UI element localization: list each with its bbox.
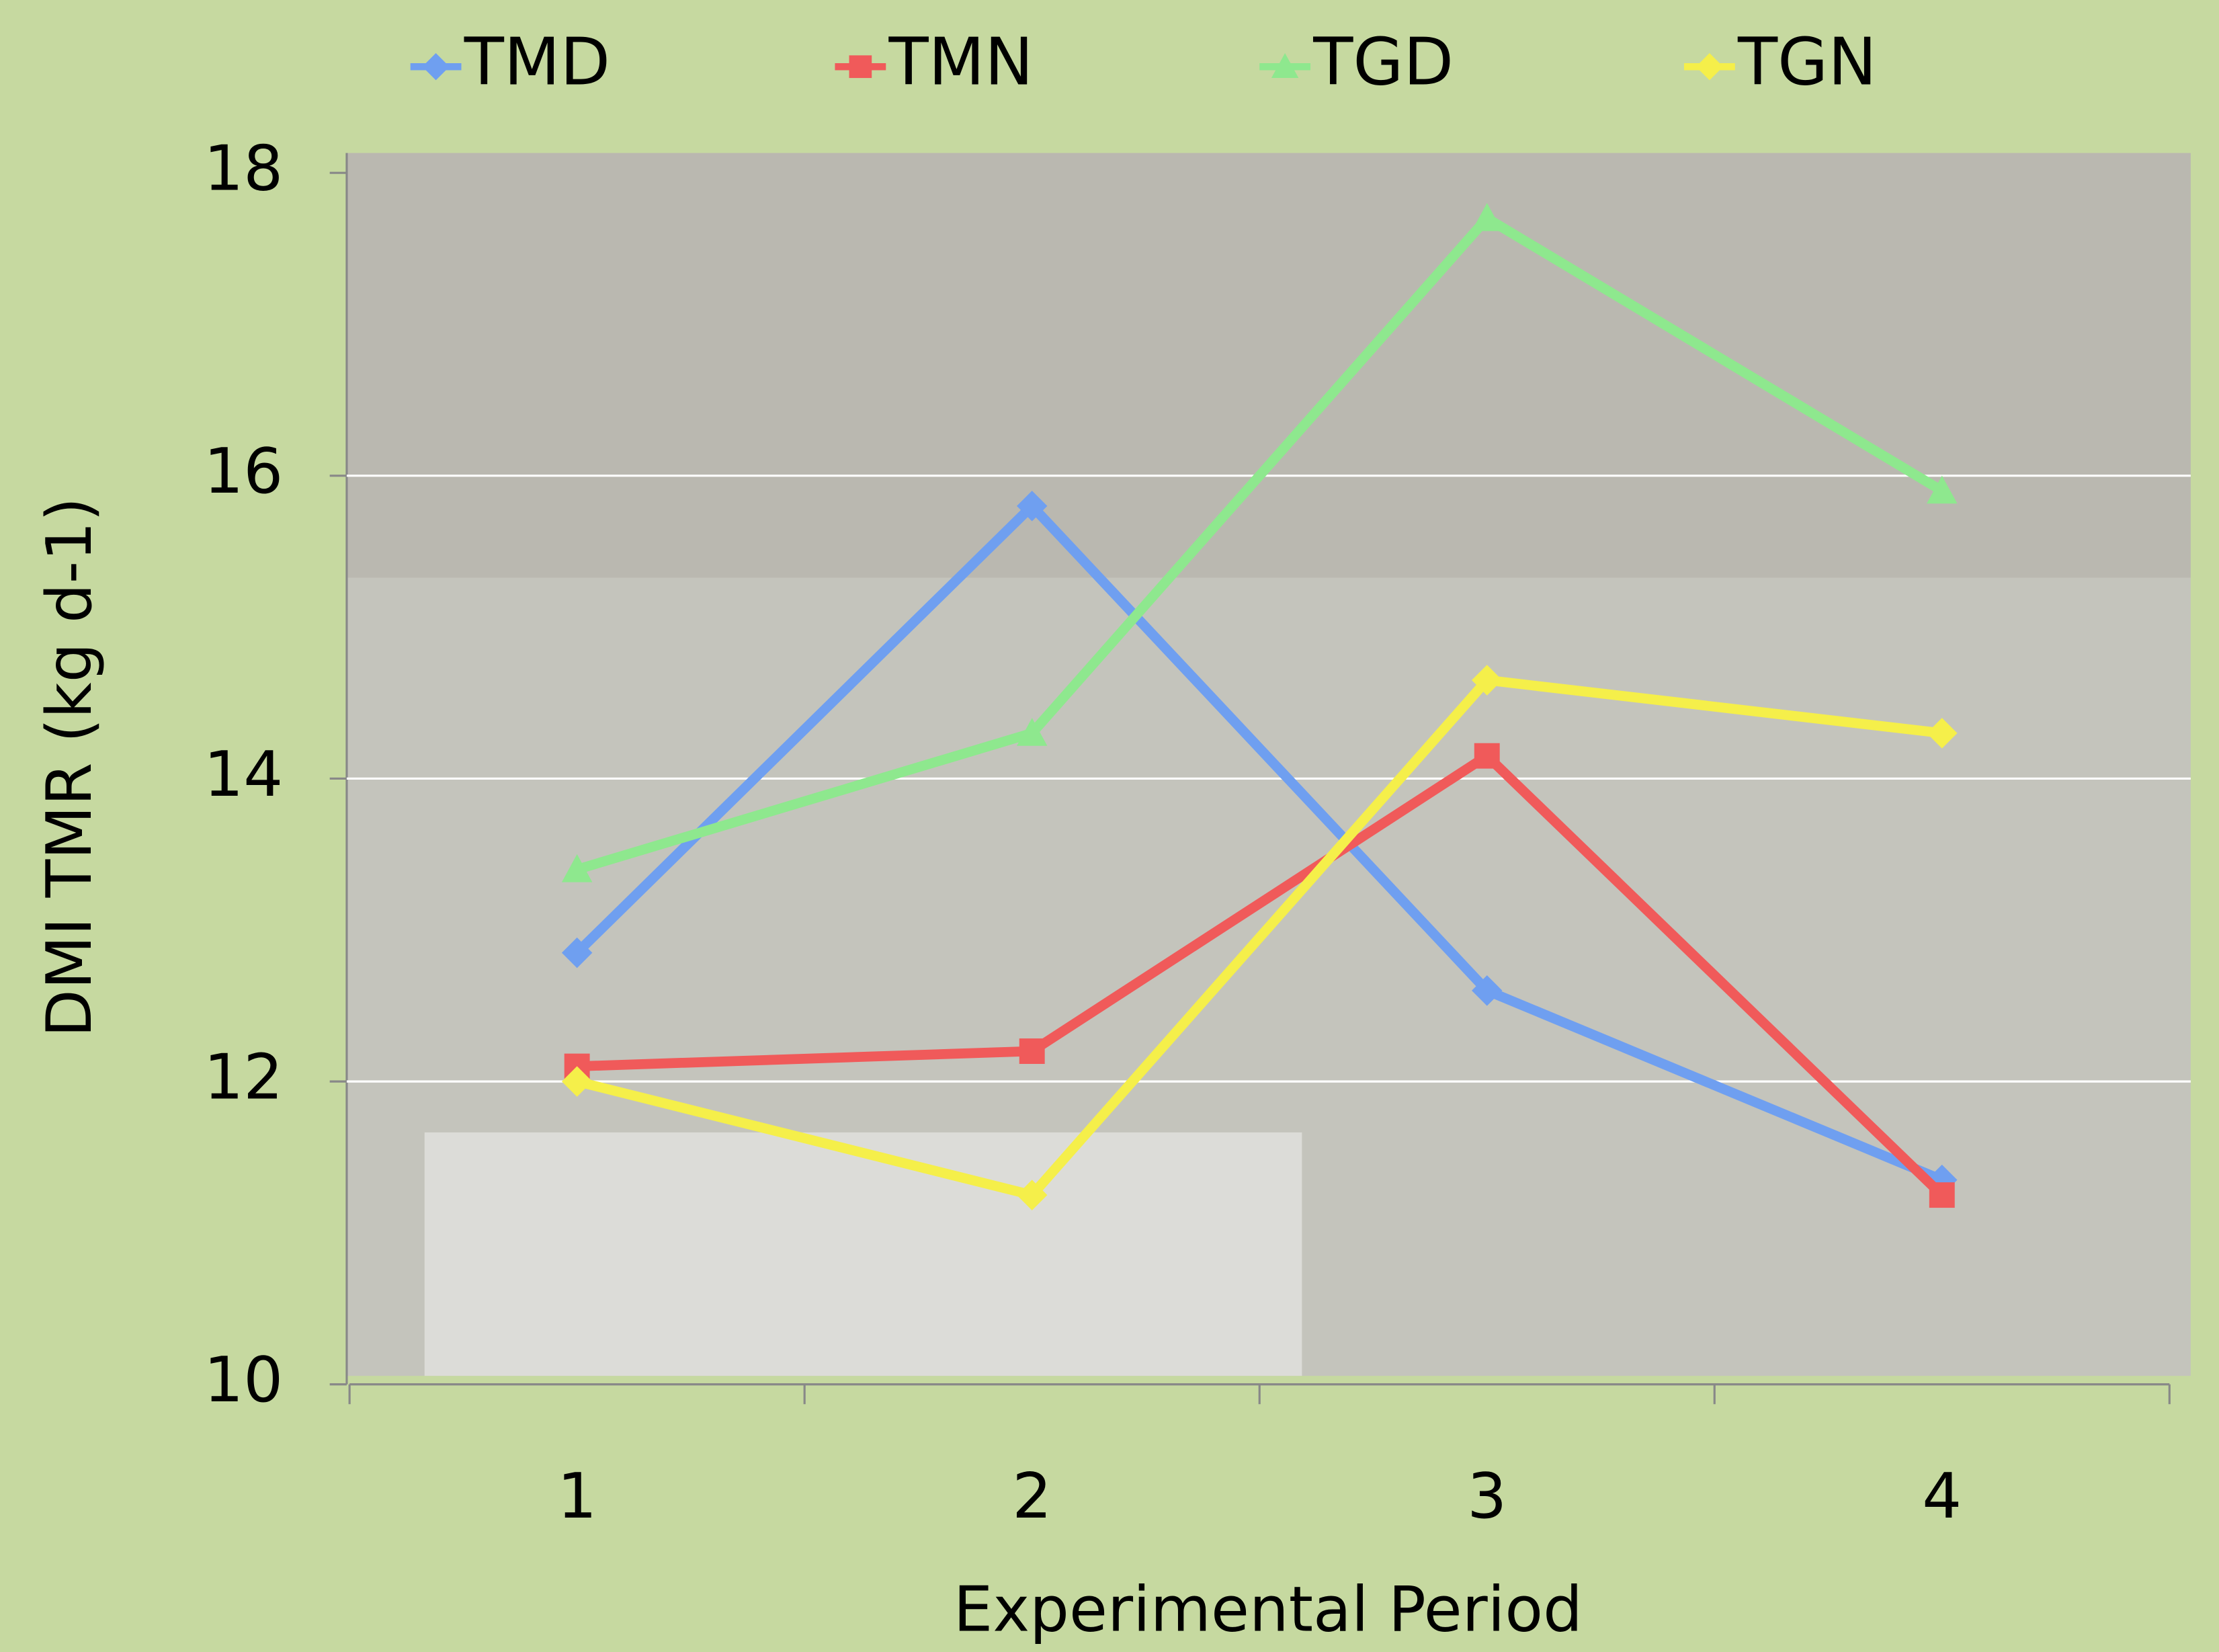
x-axis-title: Experimental Period [954, 1573, 1583, 1645]
x-tick-label: 2 [1012, 1460, 1052, 1532]
marker [1471, 202, 1503, 231]
series-line [575, 213, 1945, 874]
marker [561, 1066, 593, 1097]
marker [1471, 975, 1503, 1006]
x-tick-label: 4 [1922, 1460, 1962, 1532]
legend-label: TGD [1312, 24, 1454, 100]
y-tick-label: 16 [204, 435, 283, 507]
series-line [573, 501, 1944, 1185]
marker [1016, 491, 1048, 522]
marker [1927, 718, 1958, 749]
marker [1927, 475, 1958, 504]
y-tick-label: 10 [204, 1344, 283, 1416]
x-tick-label: 1 [557, 1460, 597, 1532]
marker [849, 55, 872, 79]
y-tick-label: 12 [204, 1040, 283, 1113]
y-tick-label: 14 [204, 738, 283, 811]
plot-photo-shade [346, 153, 2191, 578]
y-axis-title: DMI TMR (kg d-1) [33, 497, 106, 1038]
series-line [575, 675, 1943, 1200]
plot-photo-trough [424, 1132, 1302, 1376]
legend-label: TGN [1737, 24, 1877, 100]
y-tick-label: 18 [204, 132, 283, 205]
marker [1695, 52, 1724, 81]
marker [561, 937, 593, 968]
marker [1471, 665, 1503, 696]
marker [1019, 1038, 1045, 1064]
marker [561, 854, 593, 882]
legend-label: TMN [888, 24, 1033, 100]
marker [1929, 1182, 1955, 1208]
marker [1474, 743, 1500, 769]
series-line [577, 751, 1945, 1199]
x-tick-label: 3 [1467, 1460, 1507, 1532]
marker [1016, 718, 1048, 746]
legend-label: TMD [464, 24, 610, 100]
marker [1271, 52, 1299, 79]
marker [1016, 1180, 1048, 1210]
